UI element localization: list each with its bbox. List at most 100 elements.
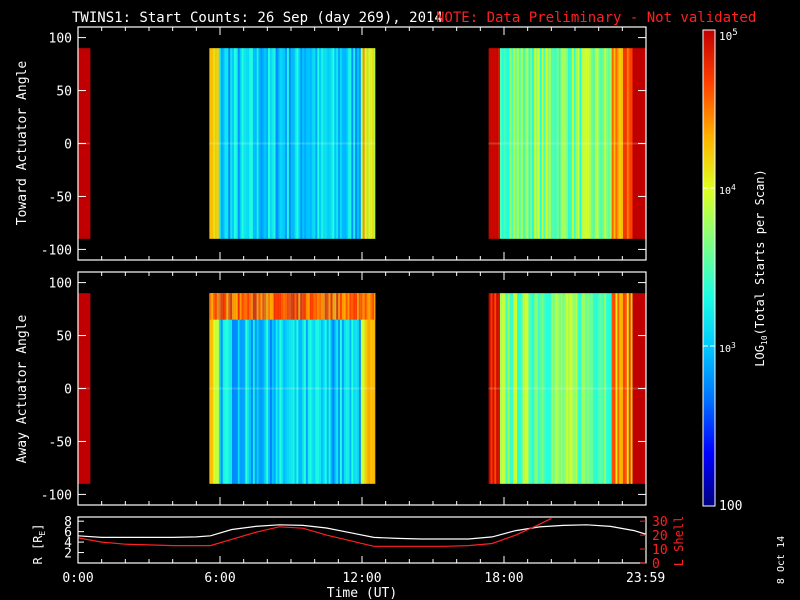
heat-band-cell xyxy=(209,293,212,320)
heat-cell xyxy=(570,293,573,484)
heat-cell xyxy=(226,293,229,484)
heat-cell xyxy=(364,48,367,239)
heat-cell xyxy=(511,293,514,484)
heat-band-cell xyxy=(341,293,345,320)
heat-cell xyxy=(87,48,90,239)
heat-cell xyxy=(239,48,242,239)
heat-cell xyxy=(304,48,307,239)
heat-band-cell xyxy=(222,293,225,320)
heat-cell xyxy=(319,48,322,239)
heat-cell xyxy=(581,48,584,239)
heat-cell xyxy=(290,48,293,239)
heat-cell xyxy=(537,48,541,239)
heat-cell xyxy=(568,48,571,239)
heat-cell xyxy=(636,48,639,239)
heat-cell xyxy=(358,293,362,484)
heat-cell xyxy=(324,293,328,484)
heat-cell xyxy=(341,48,345,239)
heat-cell xyxy=(515,293,518,484)
heat-cell xyxy=(588,48,592,239)
heat-cell xyxy=(247,48,250,239)
heat-band-cell xyxy=(311,293,314,320)
heat-cell xyxy=(302,293,305,484)
heat-cell xyxy=(570,48,573,239)
heat-cell xyxy=(577,48,580,239)
heat-cell xyxy=(252,48,256,239)
heat-cell xyxy=(628,48,631,239)
heat-band-cell xyxy=(294,293,297,320)
heat-cell xyxy=(496,293,499,484)
heat-cell xyxy=(288,293,292,484)
heat-cell xyxy=(317,48,320,239)
heat-band-cell xyxy=(332,293,335,320)
heat-cell xyxy=(249,48,252,239)
heat-band-cell xyxy=(343,293,346,320)
heat-cell xyxy=(209,48,212,239)
heat-cell xyxy=(594,293,597,484)
heat-cell xyxy=(617,293,620,484)
heat-band-cell xyxy=(243,293,246,320)
heat-cell xyxy=(535,293,539,484)
heat-cell xyxy=(619,48,622,239)
heat-cell xyxy=(304,293,307,484)
heat-cell xyxy=(228,293,231,484)
heat-cell xyxy=(349,293,352,484)
heat-band-cell xyxy=(360,293,364,320)
toward-y-ticks: 100 50 0 -50 -100 xyxy=(41,27,647,260)
x-tick-label: 23:59 xyxy=(626,571,665,586)
heat-cell xyxy=(277,293,280,484)
heat-cell xyxy=(245,293,248,484)
colorbar: 105 104 103 100 LOG10(Total Starts per S… xyxy=(702,28,769,514)
heat-band-cell xyxy=(319,293,322,320)
heat-cell xyxy=(524,293,527,484)
heat-cell xyxy=(517,48,520,239)
heat-cell xyxy=(326,48,329,239)
x-tick-label: 18:00 xyxy=(484,571,523,586)
heat-cell xyxy=(619,293,622,484)
heat-cell xyxy=(256,293,259,484)
heat-cell xyxy=(621,293,624,484)
right-tick-label: 10 xyxy=(652,543,668,558)
away-ylabel: Away Actuator Angle xyxy=(15,314,30,463)
heat-cell xyxy=(522,48,525,239)
y-tick-label: -100 xyxy=(41,488,72,503)
lshell-line xyxy=(78,517,552,547)
heat-band-cell xyxy=(230,293,233,320)
heat-band-cell xyxy=(228,293,231,320)
heat-cell xyxy=(233,293,237,484)
heat-cell xyxy=(338,293,341,484)
heat-cell xyxy=(87,293,90,484)
heat-cell xyxy=(286,48,290,239)
heat-cell xyxy=(488,48,491,239)
heat-cell xyxy=(313,48,316,239)
heat-cell xyxy=(307,293,310,484)
heat-cell xyxy=(209,293,212,484)
heat-band-cell xyxy=(213,293,216,320)
heat-cell xyxy=(372,293,375,484)
x-axis-label: Time (UT) xyxy=(327,586,397,600)
heat-cell xyxy=(490,293,493,484)
heat-cell xyxy=(260,48,263,239)
heat-cell xyxy=(218,48,222,239)
heat-cell xyxy=(277,48,280,239)
heat-band-cell xyxy=(211,293,214,320)
heat-cell xyxy=(296,48,299,239)
away-panel: 100 50 0 -50 -100 Away Actuator Angle xyxy=(15,271,647,506)
heat-cell xyxy=(336,48,339,239)
heat-band-cell xyxy=(309,293,312,320)
heat-cell xyxy=(520,48,523,239)
y-tick-label: 50 xyxy=(56,85,72,100)
heat-band-cell xyxy=(372,293,375,320)
heat-cell xyxy=(351,48,354,239)
heat-cell xyxy=(279,48,282,239)
heat-cell xyxy=(630,293,633,484)
heat-cell xyxy=(626,48,630,239)
heat-cell xyxy=(590,48,594,239)
heat-band-cell xyxy=(347,293,350,320)
zero-line xyxy=(488,387,646,390)
heat-cell xyxy=(362,48,365,239)
heat-cell xyxy=(530,48,533,239)
heat-cell xyxy=(279,293,282,484)
colorbar-tick-mid1: 104 xyxy=(719,183,736,197)
heat-band-cell xyxy=(268,293,271,320)
